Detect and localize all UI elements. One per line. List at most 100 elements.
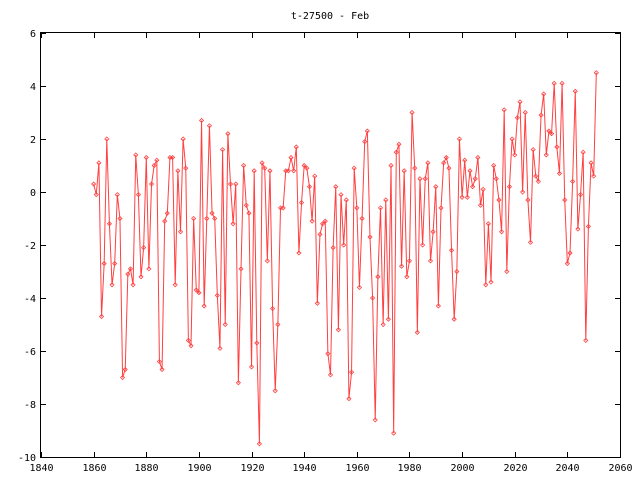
data-point xyxy=(427,258,434,264)
data-point xyxy=(301,162,307,169)
data-point xyxy=(533,173,539,179)
data-point xyxy=(456,136,463,142)
data-point xyxy=(367,234,373,240)
data-point xyxy=(325,351,331,357)
data-point xyxy=(104,136,110,142)
data-point xyxy=(438,205,444,211)
data-point xyxy=(341,242,347,248)
data-point xyxy=(443,154,449,161)
y-tick-label: 6 xyxy=(30,29,36,40)
data-point xyxy=(562,197,568,203)
plot-frame xyxy=(40,32,621,458)
x-tick-label: 1920 xyxy=(240,463,264,474)
chart-title: t-27500 - Feb xyxy=(291,11,369,22)
data-point xyxy=(470,184,476,190)
data-point xyxy=(317,231,323,237)
x-tick-label: 2040 xyxy=(555,463,579,474)
data-point xyxy=(462,157,468,163)
data-point xyxy=(201,303,207,309)
data-point xyxy=(101,260,107,267)
data-point xyxy=(372,417,378,423)
data-point xyxy=(472,176,478,182)
data-point xyxy=(556,170,563,177)
data-point xyxy=(467,168,473,174)
data-point xyxy=(493,176,499,182)
data-point xyxy=(135,192,141,198)
data-point xyxy=(512,152,518,158)
data-point xyxy=(441,160,447,166)
data-point xyxy=(433,184,439,190)
data-point xyxy=(425,160,431,166)
data-point xyxy=(480,186,486,192)
data-point xyxy=(414,329,420,336)
data-point xyxy=(430,229,436,235)
data-point xyxy=(275,321,281,328)
data-point xyxy=(296,250,302,256)
data-point xyxy=(306,184,313,190)
data-point xyxy=(377,205,384,211)
data-point xyxy=(572,88,578,94)
data-point xyxy=(564,260,570,267)
data-point xyxy=(246,210,252,216)
data-point xyxy=(233,181,239,187)
data-point xyxy=(267,168,273,174)
data-point xyxy=(191,215,197,222)
data-point xyxy=(304,165,310,171)
data-point xyxy=(259,160,265,166)
data-point xyxy=(230,221,236,227)
data-point xyxy=(280,205,286,211)
data-point xyxy=(577,192,584,198)
data-point xyxy=(351,165,357,171)
data-point xyxy=(514,115,520,121)
data-point xyxy=(525,197,531,203)
data-point xyxy=(251,168,257,174)
data-point xyxy=(98,313,105,320)
data-point xyxy=(575,226,581,232)
data-point xyxy=(459,194,465,200)
data-point xyxy=(409,109,415,116)
data-point xyxy=(222,321,228,328)
x-tick-label: 2060 xyxy=(608,463,632,474)
y-tick-label: -4 xyxy=(24,294,36,305)
data-point xyxy=(385,316,391,322)
data-point xyxy=(183,165,189,171)
x-tick-label: 1900 xyxy=(187,463,211,474)
data-point xyxy=(241,162,247,169)
data-point xyxy=(170,154,176,161)
data-point xyxy=(477,202,484,208)
data-point xyxy=(348,369,355,375)
data-point xyxy=(159,366,165,373)
data-point xyxy=(343,197,349,203)
data-point xyxy=(335,327,341,333)
data-point xyxy=(238,266,244,272)
data-point xyxy=(496,197,502,203)
data-point xyxy=(206,123,213,129)
data-point xyxy=(164,210,170,216)
data-point xyxy=(204,215,210,222)
data-point xyxy=(96,160,102,166)
data-point xyxy=(291,168,297,174)
data-point xyxy=(412,165,418,171)
data-point xyxy=(417,176,423,182)
data-point xyxy=(541,91,547,97)
data-point xyxy=(588,160,594,166)
data-point xyxy=(451,316,457,322)
data-point xyxy=(196,290,202,296)
data-point xyxy=(130,282,136,288)
data-point xyxy=(554,144,560,150)
data-point xyxy=(346,396,352,402)
data-point xyxy=(464,194,470,200)
data-point xyxy=(288,154,294,161)
data-point xyxy=(375,274,381,280)
data-point xyxy=(364,128,370,134)
data-point xyxy=(362,139,368,145)
data-point xyxy=(338,192,344,198)
data-point xyxy=(314,300,320,306)
data-point xyxy=(393,149,399,155)
data-point xyxy=(538,112,544,118)
data-point xyxy=(188,343,194,349)
data-point xyxy=(112,260,118,267)
data-point xyxy=(156,359,162,365)
data-point xyxy=(401,168,407,174)
data-point xyxy=(217,345,223,351)
